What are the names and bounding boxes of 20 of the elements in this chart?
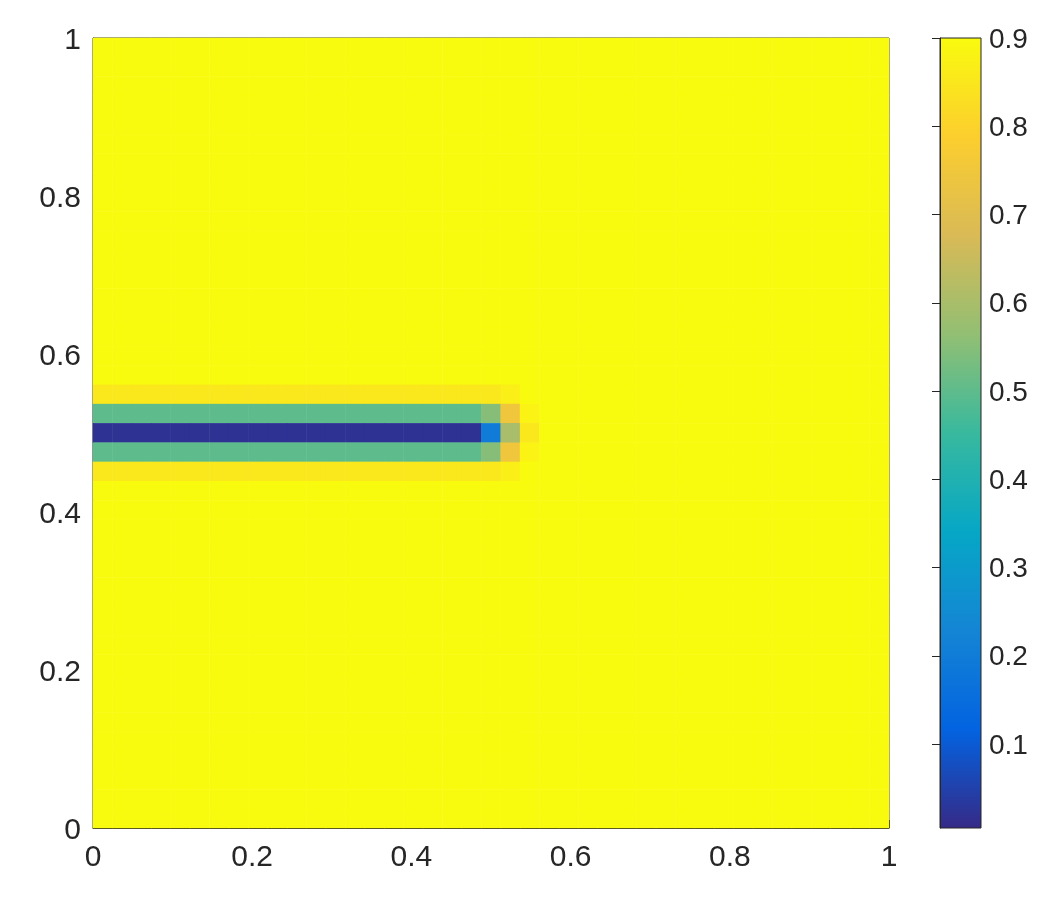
color-bar-label: 0.5 bbox=[989, 375, 1028, 407]
y-tick-label: 0.6 bbox=[39, 337, 81, 371]
color-bar-label: 0.7 bbox=[989, 199, 1028, 231]
x-tick-label: 1 bbox=[880, 838, 898, 872]
color-bar-label: 0.2 bbox=[989, 640, 1028, 672]
y-tick-label: 0.8 bbox=[39, 179, 81, 213]
y-tick-label: 0 bbox=[64, 811, 81, 845]
color-bar-label: 0.4 bbox=[989, 463, 1028, 495]
color-bar-label: 0.9 bbox=[989, 22, 1028, 54]
x-tick-label: 0.4 bbox=[390, 838, 433, 872]
x-tick-label: 0.6 bbox=[549, 838, 592, 872]
color-bar-label: 0.1 bbox=[989, 728, 1028, 760]
color-bar-label: 0.8 bbox=[989, 110, 1028, 142]
color-bar-label: 0.6 bbox=[989, 287, 1028, 319]
y-tick-label: 0.2 bbox=[39, 653, 81, 687]
x-tick-label: 0.2 bbox=[231, 838, 274, 872]
y-tick-label: 1 bbox=[64, 21, 81, 55]
color-bar-label: 0.3 bbox=[989, 552, 1028, 584]
y-tick-label: 0.4 bbox=[39, 495, 81, 529]
x-tick-label: 0.8 bbox=[708, 838, 751, 872]
